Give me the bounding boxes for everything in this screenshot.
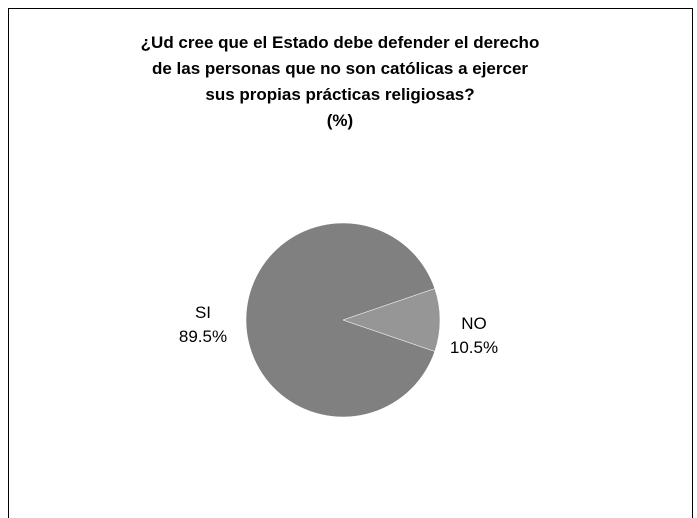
chart-title-line-2: de las personas que no son católicas a e… xyxy=(151,59,529,78)
pie-slices xyxy=(245,222,441,418)
chart-title: ¿Ud cree que el Estado debe defender el … xyxy=(60,30,620,134)
slice-value-no: 10.5% xyxy=(450,338,498,357)
chart-frame xyxy=(8,8,693,518)
slice-label-no: NO xyxy=(461,314,487,333)
chart-title-line-1: ¿Ud cree que el Estado debe defender el … xyxy=(140,33,540,52)
slice-value-si: 89.5% xyxy=(179,327,227,346)
chart-title-line-3: sus propias prácticas religiosas? xyxy=(205,85,475,104)
pie-slice-no xyxy=(342,288,441,352)
pie-slice-si xyxy=(245,222,436,418)
chart-title-line-4: (%) xyxy=(326,111,354,130)
slice-label-si: SI xyxy=(195,303,211,322)
